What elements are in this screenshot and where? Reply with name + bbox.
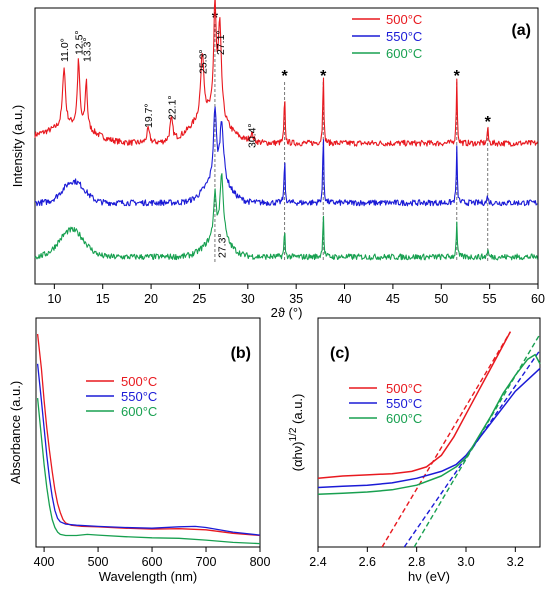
x-axis-label: Wavelength (nm) xyxy=(99,569,198,584)
panel-label: (a) xyxy=(511,22,531,39)
x-axis-c-tick-label: 3.2 xyxy=(507,555,524,569)
reference-star: * xyxy=(485,114,492,131)
series-line-550°C xyxy=(317,367,541,489)
panel-c-frame xyxy=(317,317,541,548)
peak-annotation: 13.3° xyxy=(81,37,93,62)
panel-b-frame xyxy=(35,317,261,548)
x-axis-a-tick-label: 60 xyxy=(531,292,545,306)
x-axis-a-tick-label: 20 xyxy=(144,292,158,306)
peak-annotation: 12.5° xyxy=(74,30,86,55)
x-axis-a-tick-label: 45 xyxy=(386,292,400,306)
panel-label: (c) xyxy=(330,345,350,362)
peak-annotation: 27.3° xyxy=(217,233,229,258)
panel-label: (b) xyxy=(231,345,251,362)
y-axis-label: Intensity (a.u.) xyxy=(10,105,25,187)
legend-label: 550°C xyxy=(121,389,157,404)
x-axis-label: hν (eV) xyxy=(408,569,450,584)
x-axis-b-tick-label: 800 xyxy=(250,555,271,569)
x-axis-c-tick-label: 2.8 xyxy=(408,555,425,569)
x-axis-b-tick-label: 500 xyxy=(88,555,109,569)
reference-star: * xyxy=(281,68,288,85)
x-axis-a-tick-label: 40 xyxy=(338,292,352,306)
x-axis-a-tick-label: 10 xyxy=(47,292,61,306)
y-axis-label: Absorbance (a.u.) xyxy=(8,381,23,484)
series-line-500°C xyxy=(34,0,538,147)
series-line-600°C xyxy=(36,398,261,545)
legend-label: 600°C xyxy=(121,404,157,419)
reference-star: * xyxy=(320,68,327,85)
panel-a-frame xyxy=(34,7,539,285)
legend-label: 600°C xyxy=(386,411,422,426)
series-line-600°C xyxy=(317,353,541,496)
x-axis-a-tick-label: 35 xyxy=(289,292,303,306)
x-axis-a-tick-label: 50 xyxy=(434,292,448,306)
x-axis-c-tick-label: 3.0 xyxy=(457,555,474,569)
legend-label: 500°C xyxy=(386,381,422,396)
x-axis-b-tick-label: 700 xyxy=(196,555,217,569)
reference-star: * xyxy=(454,68,461,85)
series-line-550°C xyxy=(36,363,261,536)
x-axis-a-tick-label: 30 xyxy=(241,292,255,306)
series-line-600°C xyxy=(34,173,538,261)
series-line-550°C xyxy=(34,106,538,207)
legend-label: 500°C xyxy=(386,12,422,27)
x-axis-label: 2ϑ (°) xyxy=(271,305,303,320)
series-line-500°C xyxy=(36,333,261,537)
legend-label: 600°C xyxy=(386,46,422,61)
series-line-500°C xyxy=(317,331,512,480)
y-axis-label: (αhν)1/2 (a.u.) xyxy=(288,394,305,472)
legend-label: 550°C xyxy=(386,396,422,411)
legend-label: 550°C xyxy=(386,29,422,44)
peak-annotation: 22.1° xyxy=(166,95,178,120)
x-axis-c-tick-label: 2.6 xyxy=(359,555,376,569)
x-axis-a-tick-label: 15 xyxy=(96,292,110,306)
x-axis-a-tick-label: 25 xyxy=(192,292,206,306)
x-axis-c-tick-label: 2.4 xyxy=(309,555,326,569)
fit-line-500°C xyxy=(381,331,512,548)
peak-annotation: 11.0° xyxy=(59,38,71,62)
peak-annotation: 25.3° xyxy=(197,49,209,74)
x-axis-a-tick-label: 55 xyxy=(483,292,497,306)
peak-annotation: 27.1° xyxy=(215,30,227,55)
peak-annotation: 19.7° xyxy=(143,103,155,128)
peak-annotation: 30.4° xyxy=(247,123,259,148)
legend-label: 500°C xyxy=(121,374,157,389)
x-axis-b-tick-label: 600 xyxy=(142,555,163,569)
x-axis-b-tick-label: 400 xyxy=(34,555,55,569)
